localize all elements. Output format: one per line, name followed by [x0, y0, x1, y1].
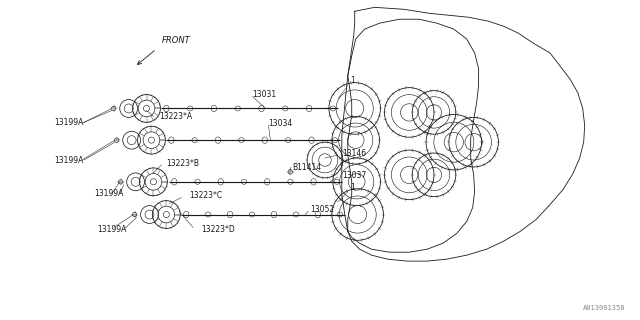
Text: 13037: 13037 [342, 172, 366, 180]
Text: FRONT: FRONT [161, 36, 190, 45]
Text: 13031: 13031 [253, 90, 276, 99]
Text: 13223*B: 13223*B [166, 159, 199, 168]
Text: 1: 1 [349, 183, 355, 192]
Text: 13199A: 13199A [54, 156, 84, 164]
Text: 13199A: 13199A [97, 225, 126, 234]
Text: 1: 1 [349, 76, 355, 85]
Text: A013001358: A013001358 [583, 305, 625, 311]
Text: B11414: B11414 [292, 164, 321, 172]
Text: 13034: 13034 [268, 119, 292, 128]
Text: 13223*D: 13223*D [201, 225, 235, 234]
Text: 13199A: 13199A [94, 189, 124, 198]
Text: 13146: 13146 [342, 148, 366, 157]
Text: 13052: 13052 [310, 205, 334, 214]
Text: 13199A: 13199A [54, 118, 84, 127]
Text: 13223*A: 13223*A [159, 112, 193, 121]
Text: 13223*C: 13223*C [189, 191, 222, 200]
